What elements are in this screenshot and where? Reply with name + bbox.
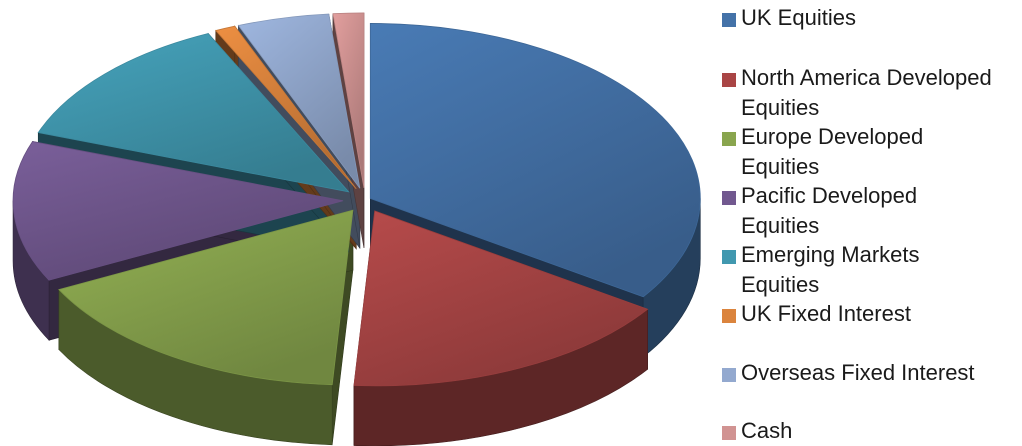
legend-swatch-emerging-markets-equities	[722, 250, 736, 264]
legend-label-overseas-fixed-interest: Overseas Fixed Interest	[741, 360, 975, 385]
legend-label-uk-equities: UK Equities	[741, 5, 856, 30]
legend-item-europe-developed-equities: Europe Developed Equities	[722, 124, 923, 179]
legend-label-europe-developed-equities: Europe Developed Equities	[741, 124, 923, 179]
pie-slices	[12, 12, 701, 446]
pie-slice-north-america-developed-equities	[353, 210, 649, 387]
pie-slice-pacific-developed-equities	[12, 141, 344, 281]
legend-swatch-europe-developed-equities	[722, 132, 736, 146]
legend-label-uk-fixed-interest: UK Fixed Interest	[741, 301, 911, 326]
legend-swatch-uk-equities	[722, 13, 736, 27]
legend-swatch-cash	[722, 426, 736, 440]
chart-legend: UK Equities North America Developed Equiti…	[722, 5, 992, 443]
legend-swatch-overseas-fixed-interest	[722, 368, 736, 382]
pie-slice-europe-developed-equities	[58, 209, 354, 386]
pie-slice-uk-equities	[369, 23, 701, 298]
pie-slice-emerging-markets-equities	[37, 33, 350, 193]
legend-swatch-uk-fixed-interest	[722, 309, 736, 323]
legend-item-uk-equities: UK Equities	[722, 5, 856, 30]
legend-item-emerging-markets-equities: Emerging Markets Equities	[722, 242, 920, 297]
legend-label-emerging-markets-equities: Emerging Markets Equities	[741, 242, 920, 297]
legend-swatch-pacific-developed-equities	[722, 191, 736, 205]
pie-slice-uk-fixed-interest	[215, 25, 357, 190]
legend-item-uk-fixed-interest: UK Fixed Interest	[722, 301, 911, 326]
legend-label-north-america-developed-equities: North America Developed Equities	[741, 65, 992, 120]
legend-item-north-america-developed-equities: North America Developed Equities	[722, 65, 992, 120]
pie-slice-overseas-fixed-interest	[237, 13, 361, 189]
legend-label-cash: Cash	[741, 418, 792, 443]
legend-label-pacific-developed-equities: Pacific Developed Equities	[741, 183, 917, 238]
legend-item-pacific-developed-equities: Pacific Developed Equities	[722, 183, 917, 238]
legend-item-cash: Cash	[722, 418, 792, 443]
legend-item-overseas-fixed-interest: Overseas Fixed Interest	[722, 360, 975, 385]
pie-slice-cash	[332, 12, 365, 188]
legend-swatch-north-america-developed-equities	[722, 73, 736, 87]
